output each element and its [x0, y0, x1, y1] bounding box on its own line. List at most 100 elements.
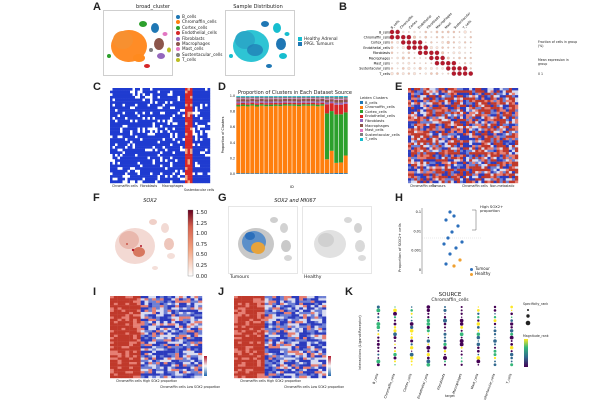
heatmap-cell [155, 143, 158, 147]
heatmap-cell [508, 156, 513, 160]
heatmap-cell [487, 175, 491, 179]
heatmap-cell [115, 135, 118, 139]
heatmap-cell [505, 104, 510, 108]
heatmap-cell [322, 321, 327, 324]
heatmap-cell [129, 321, 134, 324]
heatmap-cell [322, 346, 327, 349]
heatmap-cell [493, 102, 497, 105]
heatmap-cell [463, 109, 467, 112]
heatmap-cell [438, 114, 442, 117]
heatmap-cell [487, 156, 491, 160]
heatmap-cell [432, 116, 436, 120]
heatmap-cell [287, 339, 292, 342]
heatmap-cell [429, 128, 433, 131]
heatmap-cell [450, 130, 455, 134]
heatmap-cell [456, 97, 461, 101]
heatmap-cell [185, 122, 188, 126]
heatmap-cell [136, 359, 141, 363]
heatmap-cell [147, 156, 151, 160]
heatmap-cell [140, 296, 145, 299]
heatmap-cell [156, 355, 161, 358]
heatmap-cell [487, 104, 491, 108]
heatmap-cell [159, 307, 164, 310]
dotplot-dot [402, 62, 405, 65]
heatmap-cell [287, 362, 292, 365]
heatmap-cell [142, 111, 146, 115]
heatmap-cell [160, 161, 163, 165]
heatmap-cell [469, 130, 473, 134]
heatmap-cell [481, 107, 485, 110]
heatmap-cell [469, 102, 473, 105]
heatmap-cell [150, 106, 153, 110]
bar-segment [287, 104, 292, 106]
heatmap-cell [130, 175, 133, 178]
heatmap-cell [444, 109, 448, 112]
heatmap-cell [453, 114, 458, 117]
heatmap-cell [180, 169, 183, 173]
heatmap-cell [499, 107, 503, 110]
bar-segment [273, 101, 278, 103]
heatmap-cell [249, 330, 254, 333]
heatmap-cell [122, 151, 126, 155]
heatmap-cell [190, 138, 193, 141]
heatmap-cell [429, 164, 433, 167]
heatmap-cell [450, 137, 455, 141]
heatmap-cell [152, 111, 156, 115]
heatmap-cell [318, 350, 323, 354]
heatmap-cell [318, 314, 323, 317]
heatmap-cell [150, 143, 153, 147]
heatmap-cell [110, 348, 115, 351]
heatmap-cell [115, 172, 118, 176]
heatmap-cell [450, 149, 455, 153]
heatmap-cell [264, 316, 269, 319]
heatmap-cell [496, 88, 500, 91]
heatmap-cell [142, 98, 146, 102]
heatmap-cell [450, 90, 455, 93]
heatmap-cell [417, 149, 421, 153]
heatmap-cell [136, 357, 141, 360]
heatmap-cell [493, 137, 497, 141]
heatmap-cell [172, 132, 176, 136]
heatmap-cell [150, 119, 153, 123]
heatmap-cell [472, 147, 476, 150]
heatmap-cell [162, 177, 166, 181]
heatmap-cell [160, 169, 163, 173]
heatmap-cell [170, 167, 173, 171]
heatmap-cell [432, 171, 436, 174]
heatmap-cell [429, 111, 433, 115]
heatmap-cell [152, 364, 157, 367]
heatmap-cell [202, 167, 206, 171]
heatmap-cell [499, 175, 503, 179]
heatmap-cell [237, 350, 242, 354]
heatmap-cell [182, 368, 187, 372]
heatmap-cell [438, 145, 442, 148]
heatmap-cell [160, 119, 163, 123]
heatmap-cell [283, 309, 288, 313]
heatmap-cell [505, 171, 510, 174]
heatmap-cell [125, 332, 130, 335]
heatmap-cell [257, 362, 262, 365]
heatmap-cell [195, 109, 198, 112]
heatmap-cell [499, 121, 503, 124]
heatmap-cell [257, 359, 262, 363]
heatmap-cell [318, 341, 323, 345]
dotplot-dot [396, 56, 399, 60]
heatmap-cell [135, 90, 138, 94]
heatmap-cell [205, 109, 208, 112]
heatmap-cell [514, 154, 519, 158]
heatmap-cell [180, 180, 183, 184]
heatmap-cell [314, 332, 319, 335]
heatmap-cell [167, 321, 172, 324]
heatmap-cell [505, 154, 510, 158]
heatmap-cell [408, 128, 412, 131]
heatmap-cell [456, 111, 461, 115]
heatmap-cell [110, 325, 115, 329]
bar-segment [296, 103, 302, 105]
heatmap-cell [145, 124, 148, 128]
heatmap-cell [171, 350, 176, 354]
heatmap-cell [303, 339, 308, 342]
heatmap-cell [291, 359, 296, 363]
heatmap-cell [505, 133, 510, 136]
heatmap-cell [167, 93, 171, 97]
heatmap-cell [420, 104, 424, 108]
